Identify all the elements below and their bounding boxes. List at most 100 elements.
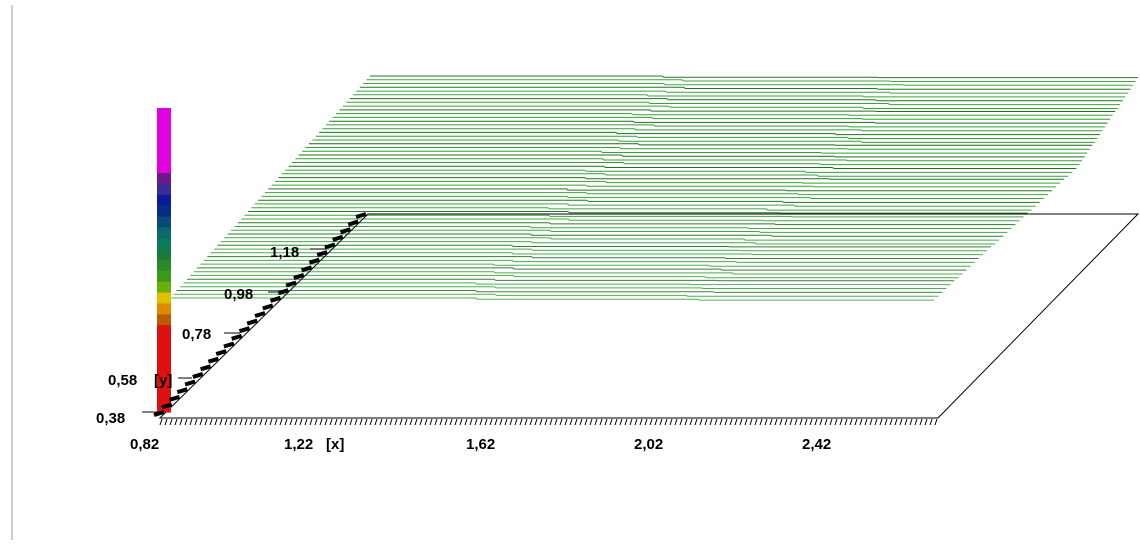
color-scale-segment [157, 336, 171, 348]
x-axis-tick [874, 418, 878, 426]
surface-line [217, 244, 991, 248]
x-axis-tick [649, 418, 653, 426]
x-axis-tick [559, 418, 563, 426]
y-axis-tick [215, 349, 227, 357]
surface-line [210, 252, 983, 256]
x-axis-tick [209, 418, 213, 426]
color-scale-segment [157, 118, 171, 131]
y-tick-label: 0,38 [96, 410, 125, 427]
surface-line [193, 271, 963, 275]
floor-plane [158, 213, 1140, 419]
surface-line [302, 150, 1088, 154]
x-axis-tick [249, 418, 253, 426]
surface-line [332, 116, 1110, 120]
surface-line [342, 105, 1118, 109]
y-axis-tick [355, 212, 367, 219]
x-axis-tick [399, 418, 403, 426]
surface-line [203, 259, 975, 263]
x-axis-tick [694, 418, 698, 426]
x-axis-tick [844, 418, 848, 426]
x-tick-label: 2,42 [802, 436, 831, 453]
x-axis-tick [319, 418, 323, 426]
surface-line [214, 248, 987, 252]
x-axis-tick [394, 418, 398, 426]
x-axis-tick [169, 418, 173, 426]
x-axis-tick [799, 418, 803, 426]
y-axis-tick [200, 364, 212, 372]
x-axis-tick [754, 418, 758, 426]
y-axis-tick [231, 333, 243, 341]
x-axis-tick [384, 418, 388, 426]
color-scale-segment [157, 281, 171, 294]
color-scale-segment [157, 260, 171, 272]
y-axis-tick [332, 234, 344, 242]
surface-line [244, 214, 1024, 218]
color-scale-segment [157, 205, 171, 218]
x-axis-tick [454, 418, 458, 426]
x-tick-label: 2,02 [634, 436, 663, 453]
x-axis-tick [914, 418, 918, 426]
y-axis-label: [y] [154, 372, 172, 389]
surface-line [268, 188, 1052, 192]
y-axis-tick [168, 394, 181, 402]
surface-line [309, 143, 1093, 146]
surface-line [173, 293, 939, 297]
x-axis-tick [524, 418, 528, 426]
color-scale-segment [157, 162, 171, 174]
surface-line [176, 290, 943, 293]
y-axis-tick [269, 295, 282, 303]
x-axis-tick [374, 418, 378, 426]
x-axis-tick [159, 418, 163, 426]
x-axis-tick [364, 418, 368, 426]
y-axis-tick [285, 280, 297, 288]
x-axis-tick [779, 418, 783, 426]
x-axis-tick [899, 418, 903, 426]
color-scale-segment [157, 390, 171, 402]
x-axis-tick [224, 418, 228, 426]
x-axis-tick [619, 418, 623, 426]
x-axis-tick [334, 418, 338, 426]
x-axis-tick [409, 418, 413, 426]
x-axis-tick [404, 418, 408, 426]
x-axis-tick [919, 418, 923, 426]
y-axis-tick [347, 219, 359, 227]
x-axis-tick [894, 418, 898, 426]
x-axis-tick [634, 418, 638, 426]
x-axis-tick [264, 418, 268, 426]
surface-line [258, 199, 1040, 203]
x-tick-label: 1,62 [466, 436, 495, 453]
surface-line [220, 241, 995, 245]
x-axis-tick [814, 418, 818, 426]
x-axis-tick [349, 418, 353, 426]
x-axis-tick [609, 418, 613, 426]
surface-line [248, 211, 1028, 214]
x-axis-tick [929, 418, 933, 426]
x-axis-tick [669, 418, 673, 426]
surface-line [231, 229, 1008, 233]
surface-line [271, 184, 1056, 188]
x-axis-tick [459, 418, 463, 426]
x-axis-tick [829, 418, 833, 426]
surface-line [359, 86, 1131, 90]
x-axis-tick [434, 418, 438, 426]
x-axis-tick [164, 418, 168, 426]
y-axis-tick [339, 227, 352, 235]
x-axis-tick [359, 418, 363, 426]
x-axis-tick [819, 418, 823, 426]
color-scale-segment [157, 249, 171, 261]
x-axis-tick [644, 418, 648, 426]
x-tick-label: 0,82 [130, 436, 159, 453]
color-scale-bar [157, 108, 171, 413]
surface-line [180, 286, 947, 289]
x-axis-tick [389, 418, 393, 426]
x-axis-tick [279, 418, 283, 426]
x-axis-tick [304, 418, 308, 426]
x-axis-tick [269, 418, 273, 426]
x-axis-tick [534, 418, 538, 426]
x-axis-tick [854, 418, 858, 426]
x-axis-tick [934, 418, 938, 426]
surface-line [237, 222, 1016, 226]
x-axis-tick [314, 418, 318, 426]
x-axis-tick [804, 418, 808, 426]
x-axis-tick [794, 418, 798, 426]
